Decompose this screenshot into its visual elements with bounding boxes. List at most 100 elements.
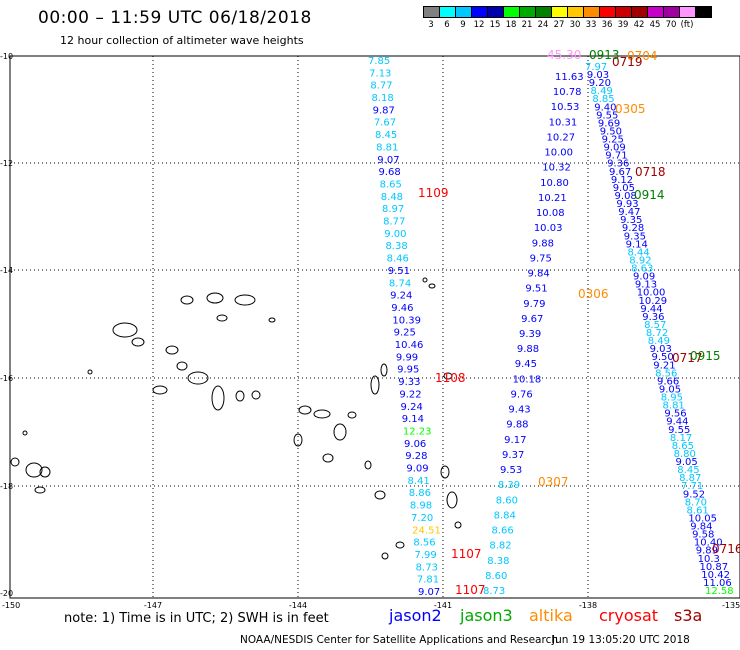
wave-height-value: 9.71 [605,151,627,162]
pass-time-label: 1109 [418,186,449,200]
wave-height-value: 8.56 [655,368,677,379]
wave-height-value: 9.95 [397,365,419,376]
wave-height-value: 7.20 [411,513,433,524]
longitude-label: -135 [722,601,740,610]
color-scale-label: 42 [633,20,645,30]
wave-height-value: 10.21 [538,193,567,204]
wave-height-value: 9.88 [532,238,554,249]
wave-height-value: 8.17 [670,433,692,444]
wave-height-value: 9.12 [611,175,633,186]
color-scale-label: 24 [537,20,549,30]
color-scale-swatch [695,6,712,18]
wave-height-value: 8.98 [410,501,432,512]
color-scale-label: 18 [505,20,517,30]
wave-height-value: 9.84 [527,269,549,280]
wave-height-value: 11.06 [703,578,732,589]
pass-time-label: 1108 [435,371,466,385]
wave-height-value: 9.76 [511,389,533,400]
wave-height-value: 10.32 [542,163,571,174]
wave-height-value: 9.05 [659,384,681,395]
color-scale-label: 45 [649,20,661,30]
wave-height-value: 10.27 [547,132,576,143]
wave-height-value: 9.58 [692,530,714,541]
wave-height-value: 9.43 [508,405,530,416]
pass-time-label: 0915 [690,349,721,363]
latitude-label: -18 [0,482,13,491]
wave-height-value: 9.20 [589,78,611,89]
wave-height-value: 9.36 [607,159,629,170]
wave-height-value: 9.89 [696,546,718,557]
wave-height-value: 10.08 [536,208,565,219]
wave-height-value: 9.37 [502,450,524,461]
color-scale-label: 70 [665,20,677,30]
longitude-label: -147 [144,601,162,610]
wave-height-value: 9.07 [418,587,440,598]
wave-height-value: 9.53 [500,465,522,476]
wave-height-value: 10.87 [699,562,728,573]
pass-time-label: 0719 [612,55,643,69]
wave-height-value: 9.24 [390,291,412,302]
wave-height-value: 9.36 [642,312,664,323]
wave-height-value: 8.66 [491,526,513,537]
longitude-label: -150 [2,601,20,610]
wave-height-value: 9.35 [620,215,642,226]
track-c-values: 7.979.039.208.498.859.409.559.699.509.25… [585,62,734,597]
track-a-values: 7.857.138.778.189.877.678.458.819.079.68… [368,56,441,598]
wave-height-value: 8.61 [687,505,709,516]
wave-height-value: 8.65 [380,179,402,190]
wave-height-value: 7.99 [415,550,437,561]
wave-height-value: 7.85 [368,56,390,67]
wave-height-value: 8.85 [592,94,614,105]
wave-height-value: 8.77 [370,81,392,92]
wave-height-value: 12.58 [705,586,734,597]
wave-height-value: 9.05 [675,457,697,468]
color-scale-labels: 3 6 9 12 15 18 21 24 27 30 33 36 39 42 45 70 (ft) [423,20,695,30]
pass-time-label: 45.30 [547,48,581,62]
latitude-label: -20 [0,589,13,598]
wave-height-value: 8.18 [371,93,393,104]
footnote: note: 1) Time is in UTC; 2) SWH is in fe… [64,611,329,626]
wave-height-value: 10.53 [551,102,580,113]
pass-time-label: 0718 [635,165,666,179]
wave-height-value: 9.44 [666,417,688,428]
wave-height-value: 9.84 [690,522,712,533]
pass-time-label: 1107 [451,547,482,561]
color-scale-label: 6 [444,20,450,30]
wave-height-value: 9.67 [609,167,631,178]
wave-height-value: 9.28 [622,223,644,234]
color-scale-label: 21 [521,20,533,30]
wave-height-value: 8.38 [487,556,509,567]
wave-height-value: 8.80 [674,449,696,460]
wave-height-value: 10.00 [637,288,666,299]
wave-height-value: 9.25 [602,135,624,146]
wave-height-value: 8.73 [416,562,438,573]
wave-height-value: 8.77 [383,217,405,228]
latitude-label: -16 [0,374,13,383]
credit-line: NOAA/NESDIS Center for Satellite Applica… [240,634,558,646]
wave-height-value: 8.95 [661,393,683,404]
wave-height-value: 10.46 [395,340,424,351]
wave-height-value: 24.51 [412,525,441,536]
latitude-label: -12 [0,159,13,168]
pass-time-label: 0717 [672,351,703,365]
wave-height-value: 7.13 [369,68,391,79]
wave-height-value: 9.45 [515,359,537,370]
wave-height-value: 9.24 [401,402,423,413]
wave-height-value: 9.39 [519,329,541,340]
wave-height-value: 9.17 [504,435,526,446]
wave-height-value: 8.87 [679,473,701,484]
wave-height-value: 9.87 [373,105,395,116]
legend-entry-jason3: jason3 [460,606,513,625]
wave-height-value: 8.60 [496,495,518,506]
wave-height-value: 9.51 [525,284,547,295]
wave-height-value: 9.44 [640,304,662,315]
wave-height-value: 9.33 [398,377,420,388]
wave-height-value: 11.63 [555,72,584,83]
wave-height-value: 10.05 [688,513,717,524]
wave-height-value: 8.39 [498,480,520,491]
wave-height-value: 10.00 [544,148,573,159]
wave-height-value: 9.51 [388,266,410,277]
wave-height-value: 8.56 [413,538,435,549]
wave-height-value: 8.45 [375,130,397,141]
